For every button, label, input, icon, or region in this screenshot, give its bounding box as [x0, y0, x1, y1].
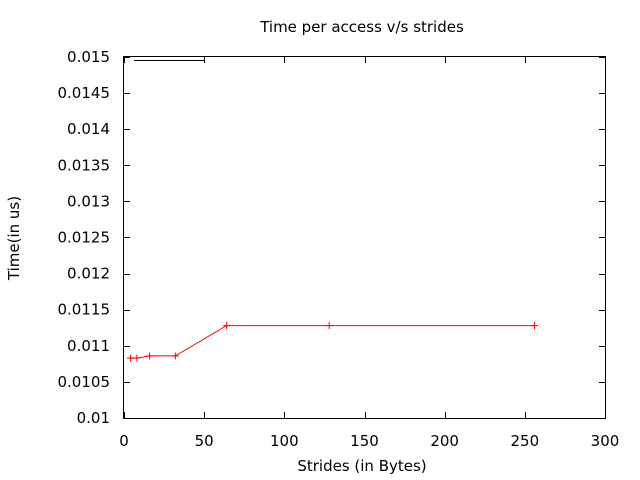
axis-ticks: 0 50 100 150 200 250 300 0.01 0.0105 0.011 0.0115 0…: [58, 48, 620, 450]
x-tick-label: 0: [119, 432, 129, 450]
plot-frame: [123, 56, 606, 419]
y-tick-label: 0.012: [67, 265, 110, 283]
y-tick-label: 0.0125: [58, 229, 111, 247]
series-line: [130, 325, 535, 359]
y-tick-label: 0.011: [67, 337, 110, 355]
y-tick-label: 0.0135: [58, 156, 111, 174]
x-tick-label: 150: [350, 432, 379, 450]
data-point: [146, 352, 154, 360]
y-tick-label: 0.0105: [58, 373, 111, 391]
y-tick-label: 0.0145: [58, 84, 111, 102]
data-point: [171, 352, 179, 360]
data-point: [223, 322, 231, 330]
x-tick-label: 250: [511, 432, 540, 450]
x-tick-label: 300: [591, 432, 620, 450]
data-point: [126, 354, 134, 362]
chart-title: Time per access v/s strides: [259, 18, 464, 36]
y-tick-label: 0.014: [67, 120, 110, 138]
data-point: [530, 322, 538, 330]
y-tick-label: 0.013: [67, 192, 110, 210]
series-layer: [126, 322, 538, 362]
y-tick-label: 0.015: [67, 48, 110, 66]
y-axis-label: Time(in us): [5, 196, 23, 281]
y-tick-label: 0.01: [77, 409, 110, 427]
x-tick-label: 100: [270, 432, 299, 450]
x-tick-label: 200: [430, 432, 459, 450]
x-tick-label: 50: [195, 432, 214, 450]
data-point: [133, 354, 141, 362]
y-tick-label: 0.0115: [58, 301, 111, 319]
x-axis-label: Strides (in Bytes): [297, 457, 426, 475]
data-point: [325, 322, 333, 330]
